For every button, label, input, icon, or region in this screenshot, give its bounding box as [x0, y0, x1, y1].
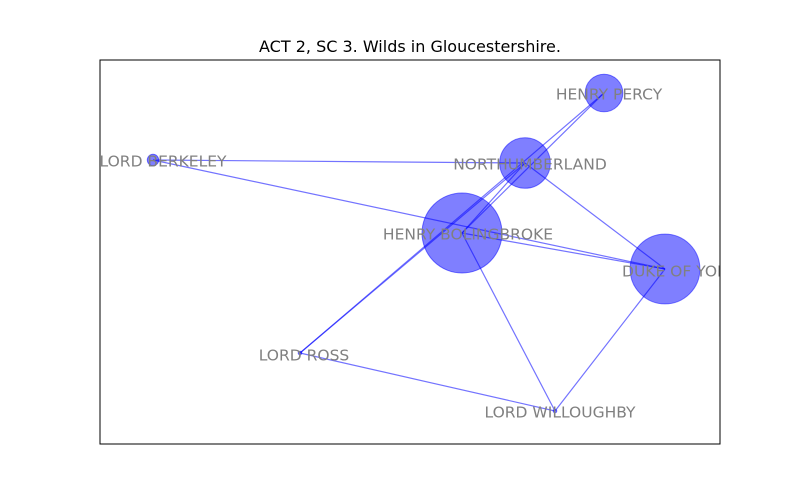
node-henry-percy[interactable] [584, 73, 624, 113]
node-label-henry-bolingbroke: HENRY BOLINGBROKE [383, 226, 553, 244]
node-label-duke-of-york: DUKE OF YORK [622, 263, 739, 281]
node-northumberland[interactable] [499, 137, 551, 189]
plot-frame [99, 59, 721, 445]
node-label-lord-berkeley: LORD BERKELEY [100, 153, 227, 171]
node-lord-ross[interactable] [297, 350, 303, 356]
edge-lord_ross-lord_willoughby [299, 352, 556, 412]
node-lord-berkeley[interactable] [146, 153, 160, 167]
node-duke-of-york[interactable] [629, 233, 701, 305]
node-label-lord-willoughby: LORD WILLOUGHBY [485, 404, 637, 422]
nodes-layer [146, 73, 701, 414]
node-lord-willoughby[interactable] [552, 408, 558, 414]
chart-title: ACT 2, SC 3. Wilds in Gloucestershire. [259, 37, 561, 56]
edge-northumberland-lord_ross [299, 162, 526, 354]
node-henry-bolingbroke[interactable] [421, 192, 503, 274]
node-label-northumberland: NORTHUMBERLAND [453, 156, 607, 174]
node-label-lord-ross: LORD ROSS [259, 347, 350, 365]
edge-lord_berkeley-duke_of_york [152, 159, 666, 270]
node-label-henry-percy: HENRY PERCY [556, 86, 663, 104]
labels-layer: HENRY PERCY NORTHUMBERLAND LORD BERKELEY HE… [100, 86, 739, 422]
plot-area: HENRY PERCY NORTHUMBERLAND LORD BERKELEY HE… [100, 73, 739, 422]
edges-layer [152, 92, 666, 412]
edge-lord_berkeley-northumberland [152, 159, 526, 164]
